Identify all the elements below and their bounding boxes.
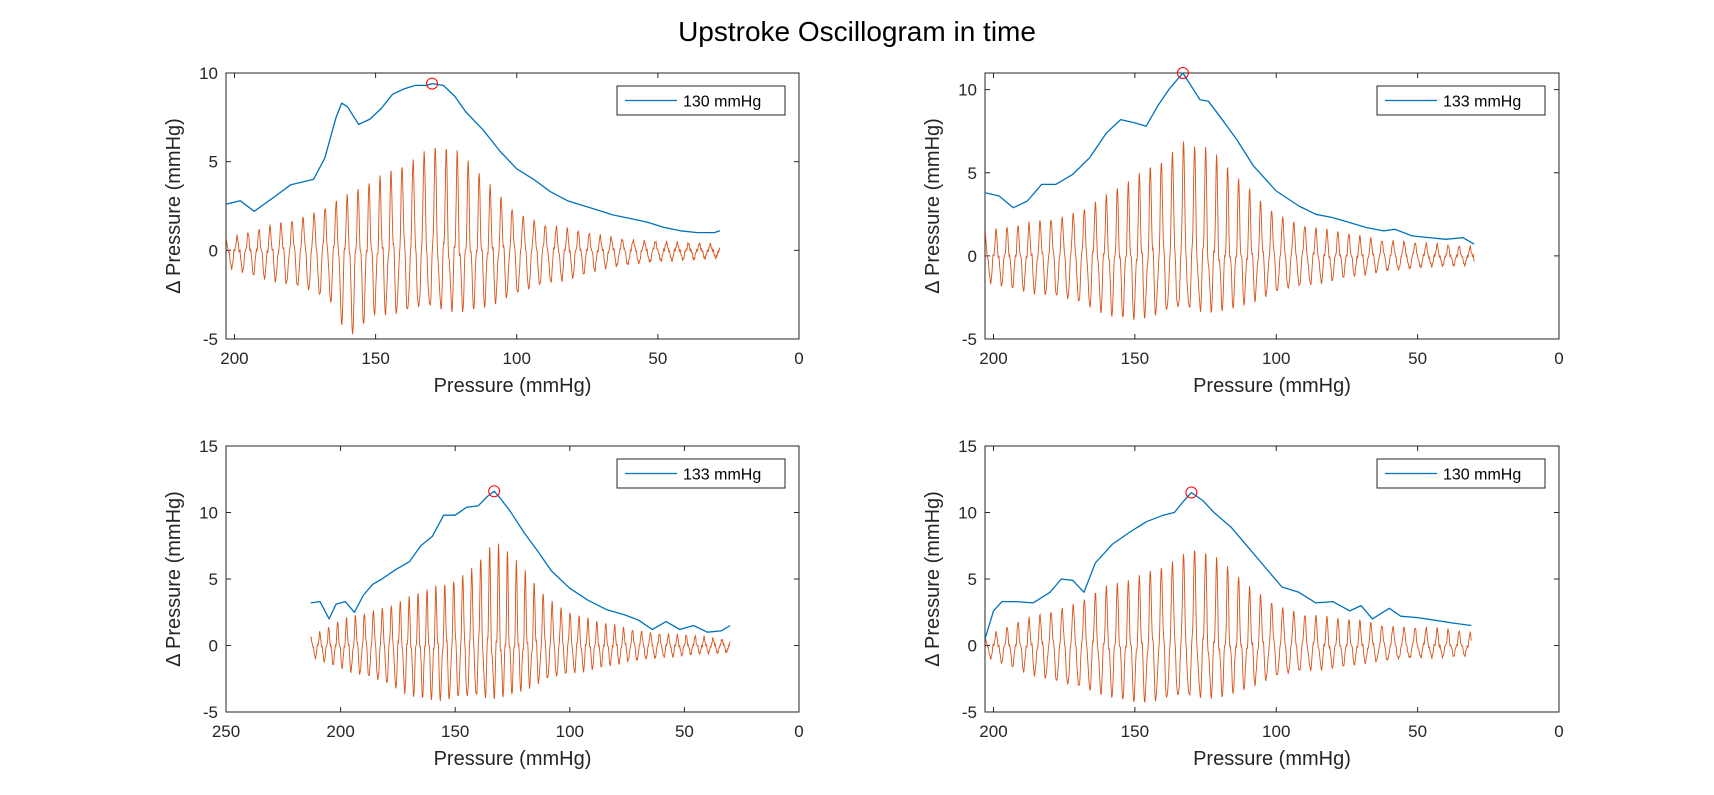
legend: 130 mmHg	[1376, 458, 1546, 489]
plot-area	[310, 490, 731, 702]
x-tick-label: 200	[979, 349, 1007, 368]
y-tick-label: 0	[209, 637, 218, 656]
x-tick-label: 150	[1121, 349, 1149, 368]
y-tick-label: 0	[968, 247, 977, 266]
y-tick-label: -5	[203, 330, 218, 349]
y-tick-label: 5	[968, 570, 977, 589]
y-tick-label: 15	[958, 437, 977, 456]
y-axis-label: Δ Pressure (mmHg)	[922, 118, 944, 294]
x-tick-label: 50	[1408, 722, 1427, 741]
y-tick-label: -5	[962, 330, 977, 349]
subplot-bottom-right: 200 150 100 50 0 -5 0 5 10 15 Pressure (mmHg) Δ Pre…	[922, 437, 1564, 770]
peak-marker	[1176, 67, 1189, 79]
x-axis-label: Pressure (mmHg)	[434, 748, 592, 770]
y-tick-label: 0	[209, 241, 218, 260]
x-tick-label: 200	[220, 349, 248, 368]
legend: 130 mmHg	[616, 85, 786, 116]
x-tick-label: 150	[361, 349, 389, 368]
envelope-line	[985, 73, 1475, 245]
x-axis-label: Pressure (mmHg)	[1193, 375, 1351, 397]
legend: 133 mmHg	[616, 458, 786, 489]
y-tick-label: -5	[203, 703, 218, 722]
x-tick-label: 150	[441, 722, 469, 741]
envelope-line	[985, 491, 1472, 640]
subplot-bottom-left: 250 200 150 100 50 0 -5 0 5 10 15 Pressure (mmHg) Δ …	[163, 437, 804, 770]
plot-area	[226, 82, 721, 335]
y-tick-label: 10	[958, 504, 977, 523]
x-tick-label: 100	[1262, 349, 1290, 368]
figure-title: Upstroke Oscillogram in time	[678, 16, 1036, 47]
x-tick-label: 100	[556, 722, 584, 741]
plot-area	[985, 491, 1472, 703]
oscillation-trace	[310, 543, 731, 702]
y-tick-label: 5	[209, 570, 218, 589]
envelope-line	[310, 490, 731, 633]
y-tick-label: 0	[968, 637, 977, 656]
x-tick-label: 0	[794, 722, 803, 741]
y-tick-label: 5	[209, 153, 218, 172]
x-tick-label: 0	[794, 349, 803, 368]
peak-marker	[488, 485, 501, 498]
x-tick-label: 50	[648, 349, 667, 368]
x-tick-label: 250	[212, 722, 240, 741]
envelope-line	[226, 82, 721, 234]
y-tick-label: 10	[199, 504, 218, 523]
legend-label: 133 mmHg	[683, 467, 761, 484]
axes-frame	[225, 72, 800, 340]
x-tick-label: 50	[1408, 349, 1427, 368]
x-tick-label: 200	[326, 722, 354, 741]
y-axis-label: Δ Pressure (mmHg)	[163, 118, 185, 294]
x-tick-label: 50	[675, 722, 694, 741]
oscillation-trace	[226, 147, 721, 335]
x-tick-label: 0	[1554, 349, 1563, 368]
oscillation-trace	[985, 550, 1472, 703]
plot-area	[985, 73, 1475, 320]
x-tick-label: 100	[503, 349, 531, 368]
y-tick-label: -5	[962, 703, 977, 722]
legend-label: 130 mmHg	[683, 94, 761, 111]
y-tick-label: 5	[968, 164, 977, 183]
axes-frame	[984, 72, 1560, 340]
subplot-top-right: 200 150 100 50 0 -5 0 5 10 Pressure (mmHg) Δ Press…	[922, 67, 1564, 397]
y-axis-label: Δ Pressure (mmHg)	[163, 491, 185, 667]
x-tick-label: 200	[979, 722, 1007, 741]
x-axis-label: Pressure (mmHg)	[434, 375, 592, 397]
legend-label: 133 mmHg	[1443, 94, 1521, 111]
x-tick-label: 100	[1262, 722, 1290, 741]
legend: 133 mmHg	[1376, 85, 1546, 116]
x-axis-label: Pressure (mmHg)	[1193, 748, 1351, 770]
legend-label: 130 mmHg	[1443, 467, 1521, 484]
y-tick-label: 15	[199, 437, 218, 456]
y-tick-label: 10	[199, 64, 218, 83]
y-tick-label: 10	[958, 81, 977, 100]
x-tick-label: 150	[1121, 722, 1149, 741]
oscillation-trace	[985, 141, 1475, 320]
axes-frame	[225, 445, 800, 713]
subplot-top-left: 200 150 100 50 0 -5 0 5 10 Pressure (mmHg) Δ Press…	[163, 64, 804, 397]
peak-marker	[1185, 486, 1198, 499]
x-tick-label: 0	[1554, 722, 1563, 741]
y-axis-label: Δ Pressure (mmHg)	[922, 491, 944, 667]
peak-marker	[426, 77, 439, 90]
